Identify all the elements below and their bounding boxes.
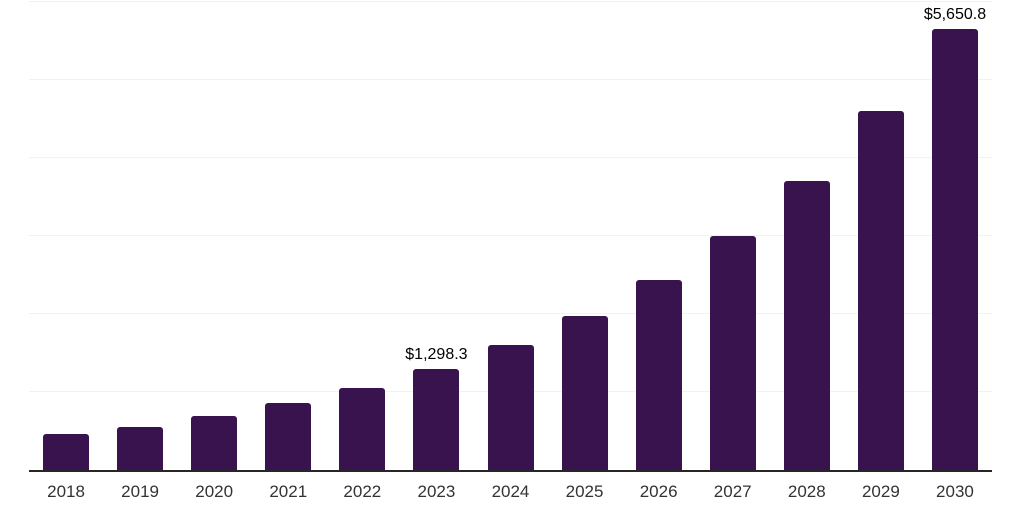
- bar-value-label-2023: $1,298.3: [405, 345, 468, 363]
- x-axis-label-2028: 2028: [787, 482, 826, 501]
- bar-2027: [709, 236, 756, 470]
- gridline-3000: [29, 235, 992, 236]
- x-axis-label-2021: 2021: [269, 482, 308, 501]
- bar-2024: [487, 345, 534, 470]
- bar-2021: [265, 403, 312, 470]
- x-axis: 2018 2019 2020 2021 2022 2023 2024 2025 2026 2027…: [29, 482, 992, 506]
- bar-2026: [635, 279, 682, 470]
- gridline-5000: [29, 79, 992, 80]
- x-axis-label-2022: 2022: [343, 482, 382, 501]
- gridline-2000: [29, 313, 992, 314]
- x-axis-label-2019: 2019: [121, 482, 159, 501]
- bar-2029: [857, 111, 904, 470]
- x-axis-label-2030: 2030: [936, 482, 974, 501]
- bar-2025: [561, 315, 608, 470]
- x-axis-label-2025: 2025: [565, 482, 604, 501]
- bar-2019: [117, 426, 164, 470]
- x-axis-label-2027: 2027: [713, 482, 752, 501]
- bar-2023: [413, 368, 460, 470]
- x-axis-label-2026: 2026: [639, 482, 678, 501]
- bar-2028: [783, 180, 830, 470]
- bar-2020: [191, 416, 238, 470]
- bar-2018: [43, 434, 90, 470]
- gridline-4000: [29, 157, 992, 158]
- x-axis-line: [29, 470, 992, 472]
- bar-2022: [339, 388, 386, 470]
- gridline-6000: [29, 1, 992, 2]
- x-axis-label-2023: 2023: [417, 482, 456, 501]
- bar-2030: [931, 29, 978, 470]
- bar-value-label-2030: $5,650.8: [923, 6, 987, 24]
- plot-area: $1,298.3 $5,650.8: [29, 0, 992, 472]
- x-axis-label-2024: 2024: [491, 482, 530, 501]
- x-axis-label-2029: 2029: [861, 482, 900, 501]
- x-axis-label-2018: 2018: [47, 482, 85, 501]
- x-axis-label-2020: 2020: [195, 482, 234, 501]
